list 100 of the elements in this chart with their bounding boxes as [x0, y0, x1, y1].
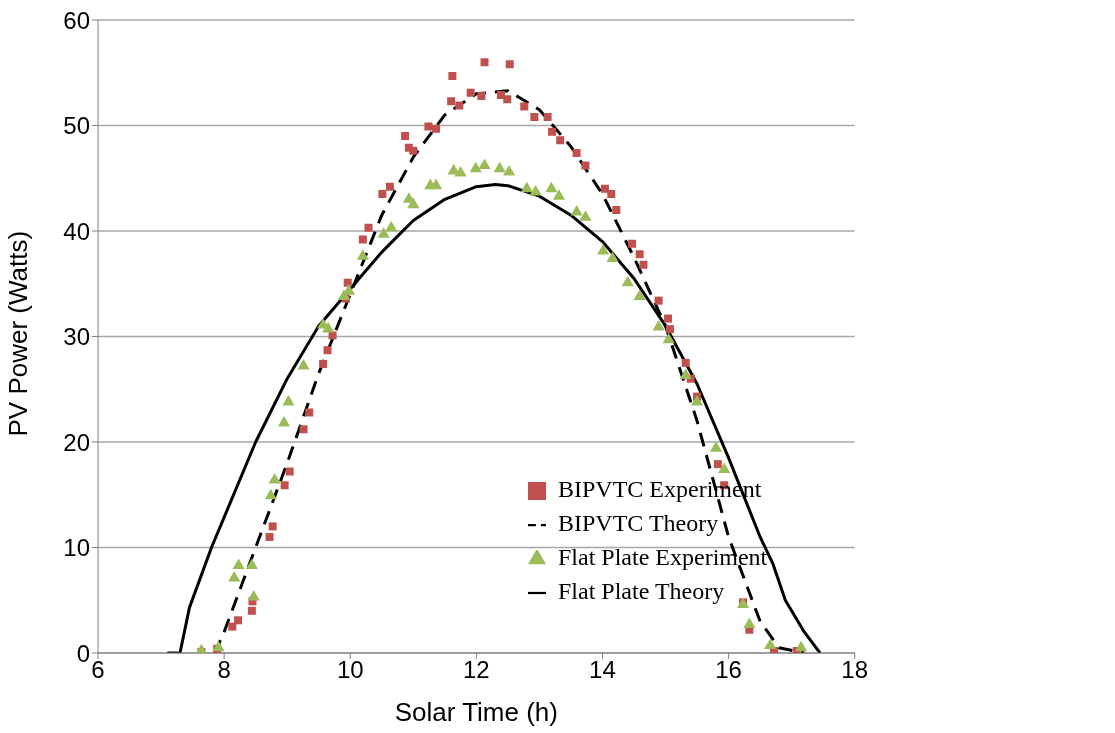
- point: [520, 181, 533, 193]
- point: [556, 136, 565, 145]
- y-tick-label: 60: [63, 6, 90, 34]
- point: [358, 235, 367, 244]
- point: [454, 165, 467, 177]
- point: [664, 314, 673, 323]
- point: [654, 296, 663, 305]
- point: [228, 622, 237, 631]
- point: [480, 58, 489, 67]
- point: [665, 325, 674, 334]
- point: [552, 189, 566, 200]
- point: [385, 220, 398, 232]
- point: [297, 359, 310, 370]
- point: [581, 161, 590, 170]
- point: [277, 415, 291, 427]
- point: [228, 571, 241, 582]
- point: [431, 124, 440, 133]
- point: [299, 425, 308, 434]
- y-tick-label: 0: [76, 639, 90, 667]
- point: [247, 606, 256, 615]
- point: [606, 251, 619, 262]
- x-tick-label: 6: [91, 656, 105, 684]
- point: [628, 239, 637, 248]
- point: [407, 197, 420, 209]
- point: [718, 462, 731, 473]
- point: [635, 250, 644, 259]
- point: [285, 467, 294, 476]
- point: [530, 113, 539, 122]
- point: [378, 190, 387, 199]
- point: [503, 95, 512, 104]
- point: [245, 558, 258, 569]
- point: [529, 184, 542, 196]
- point: [572, 148, 581, 157]
- legend-label: Flat Plate Experiment: [558, 544, 768, 570]
- point: [195, 643, 208, 653]
- x-axis-title: Solar Time (h): [394, 697, 558, 727]
- y-tick-label: 50: [63, 112, 90, 140]
- point: [545, 181, 558, 193]
- x-tick-label: 10: [336, 656, 364, 684]
- point: [264, 488, 277, 500]
- y-tick-label: 40: [63, 217, 90, 245]
- point: [280, 481, 289, 490]
- point: [579, 210, 592, 221]
- point: [597, 244, 610, 255]
- point: [690, 394, 704, 406]
- x-tick-label: 12: [463, 656, 490, 684]
- point: [503, 164, 516, 176]
- y-tick-label: 30: [63, 323, 90, 351]
- point: [764, 638, 777, 650]
- point: [478, 158, 491, 170]
- point: [477, 91, 486, 100]
- point: [652, 319, 665, 331]
- legend-label: Flat Plate Theory: [558, 578, 725, 604]
- point: [323, 346, 332, 355]
- point: [548, 127, 557, 136]
- point: [401, 132, 410, 141]
- point: [520, 102, 529, 111]
- point: [612, 205, 621, 214]
- x-tick-label: 16: [715, 656, 742, 684]
- point: [322, 322, 335, 333]
- point: [600, 184, 609, 193]
- y-tick-label: 20: [63, 428, 90, 456]
- point: [364, 223, 373, 232]
- point: [713, 460, 722, 469]
- point: [639, 260, 648, 269]
- point: [681, 358, 690, 367]
- point: [356, 249, 369, 260]
- point: [493, 161, 506, 173]
- point: [743, 617, 756, 629]
- point: [543, 113, 552, 122]
- point: [795, 640, 808, 652]
- point: [212, 640, 225, 652]
- x-tick-label: 14: [589, 656, 616, 684]
- point: [447, 97, 456, 106]
- point: [424, 122, 433, 131]
- point: [282, 394, 295, 406]
- point: [409, 146, 418, 155]
- legend-label: BIPVTC Theory: [558, 510, 719, 536]
- point: [233, 616, 242, 625]
- point: [385, 182, 394, 191]
- point: [455, 101, 464, 110]
- point: [232, 558, 245, 569]
- point: [505, 60, 514, 69]
- point: [633, 289, 646, 300]
- x-tick-label: 8: [217, 656, 231, 684]
- point: [305, 408, 314, 417]
- point: [268, 522, 277, 531]
- y-axis-title: PV Power (Watts): [3, 230, 34, 437]
- point: [570, 204, 583, 216]
- point: [662, 332, 675, 344]
- point: [429, 178, 443, 190]
- x-tick-label: 18: [841, 656, 869, 684]
- point: [377, 227, 390, 238]
- y-tick-label: 10: [63, 534, 90, 562]
- point: [319, 359, 328, 368]
- point: [265, 532, 274, 541]
- point: [466, 88, 475, 97]
- point: [679, 368, 692, 380]
- point: [469, 161, 482, 173]
- point: [621, 275, 634, 287]
